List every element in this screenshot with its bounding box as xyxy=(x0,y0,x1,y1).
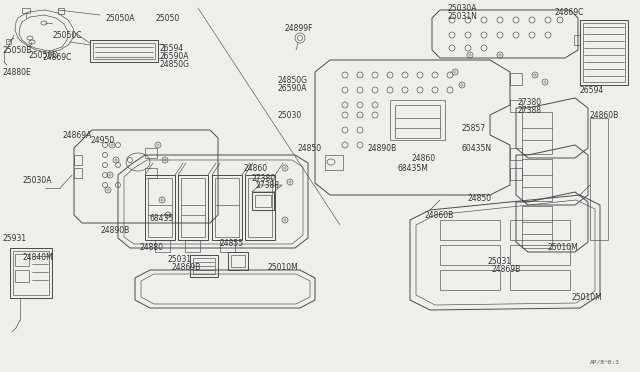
Text: 24880: 24880 xyxy=(140,244,164,253)
Text: 60435N: 60435N xyxy=(462,144,492,153)
Text: 26590A: 26590A xyxy=(160,51,189,61)
Text: AP/8^0:3: AP/8^0:3 xyxy=(590,359,620,364)
Text: 25857: 25857 xyxy=(462,124,486,132)
Text: 27380: 27380 xyxy=(252,173,276,183)
Text: 24869C: 24869C xyxy=(555,7,584,16)
Text: 24860: 24860 xyxy=(412,154,436,163)
Text: 25030A: 25030A xyxy=(448,3,477,13)
Text: 27388: 27388 xyxy=(255,180,279,189)
Text: 68435: 68435 xyxy=(150,214,174,222)
Text: 26594: 26594 xyxy=(580,86,604,94)
Text: 25050C: 25050C xyxy=(52,31,81,39)
Text: 25010M: 25010M xyxy=(572,294,603,302)
Text: 25010M: 25010M xyxy=(268,263,299,273)
Text: 24855: 24855 xyxy=(220,238,244,247)
Text: 25050: 25050 xyxy=(155,13,179,22)
Text: 24850: 24850 xyxy=(468,193,492,202)
Text: 25931: 25931 xyxy=(2,234,26,243)
Text: 24899F: 24899F xyxy=(285,23,314,32)
Text: 24850: 24850 xyxy=(298,144,322,153)
Text: 24850G: 24850G xyxy=(278,76,308,84)
Text: 24950: 24950 xyxy=(90,135,115,144)
Text: 24860B: 24860B xyxy=(425,211,454,219)
Text: 25031: 25031 xyxy=(488,257,512,266)
Text: 24840M: 24840M xyxy=(22,253,52,263)
Text: 25050D: 25050D xyxy=(28,51,58,60)
Text: 25010M: 25010M xyxy=(548,244,579,253)
Text: 24869C: 24869C xyxy=(42,52,72,61)
Text: 24880E: 24880E xyxy=(2,67,31,77)
Text: 25050A: 25050A xyxy=(105,13,134,22)
Text: 24869B: 24869B xyxy=(492,266,521,275)
Text: 25031: 25031 xyxy=(168,256,192,264)
Text: 24890B: 24890B xyxy=(100,225,129,234)
Text: 25050B: 25050B xyxy=(2,45,31,55)
Text: 25031N: 25031N xyxy=(448,12,478,20)
Text: 26594: 26594 xyxy=(160,44,184,52)
Text: 25030: 25030 xyxy=(278,110,302,119)
Text: 27388: 27388 xyxy=(518,106,542,115)
Text: 68435M: 68435M xyxy=(398,164,429,173)
Text: 24850G: 24850G xyxy=(160,60,190,68)
Text: 27380: 27380 xyxy=(518,97,542,106)
Text: 24869B: 24869B xyxy=(172,263,201,273)
Text: 24890B: 24890B xyxy=(368,144,397,153)
Text: 24869A: 24869A xyxy=(62,131,92,140)
Text: 26590A: 26590A xyxy=(278,83,307,93)
Text: 24860B: 24860B xyxy=(590,110,620,119)
Text: 25030A: 25030A xyxy=(22,176,51,185)
Text: 24860: 24860 xyxy=(244,164,268,173)
